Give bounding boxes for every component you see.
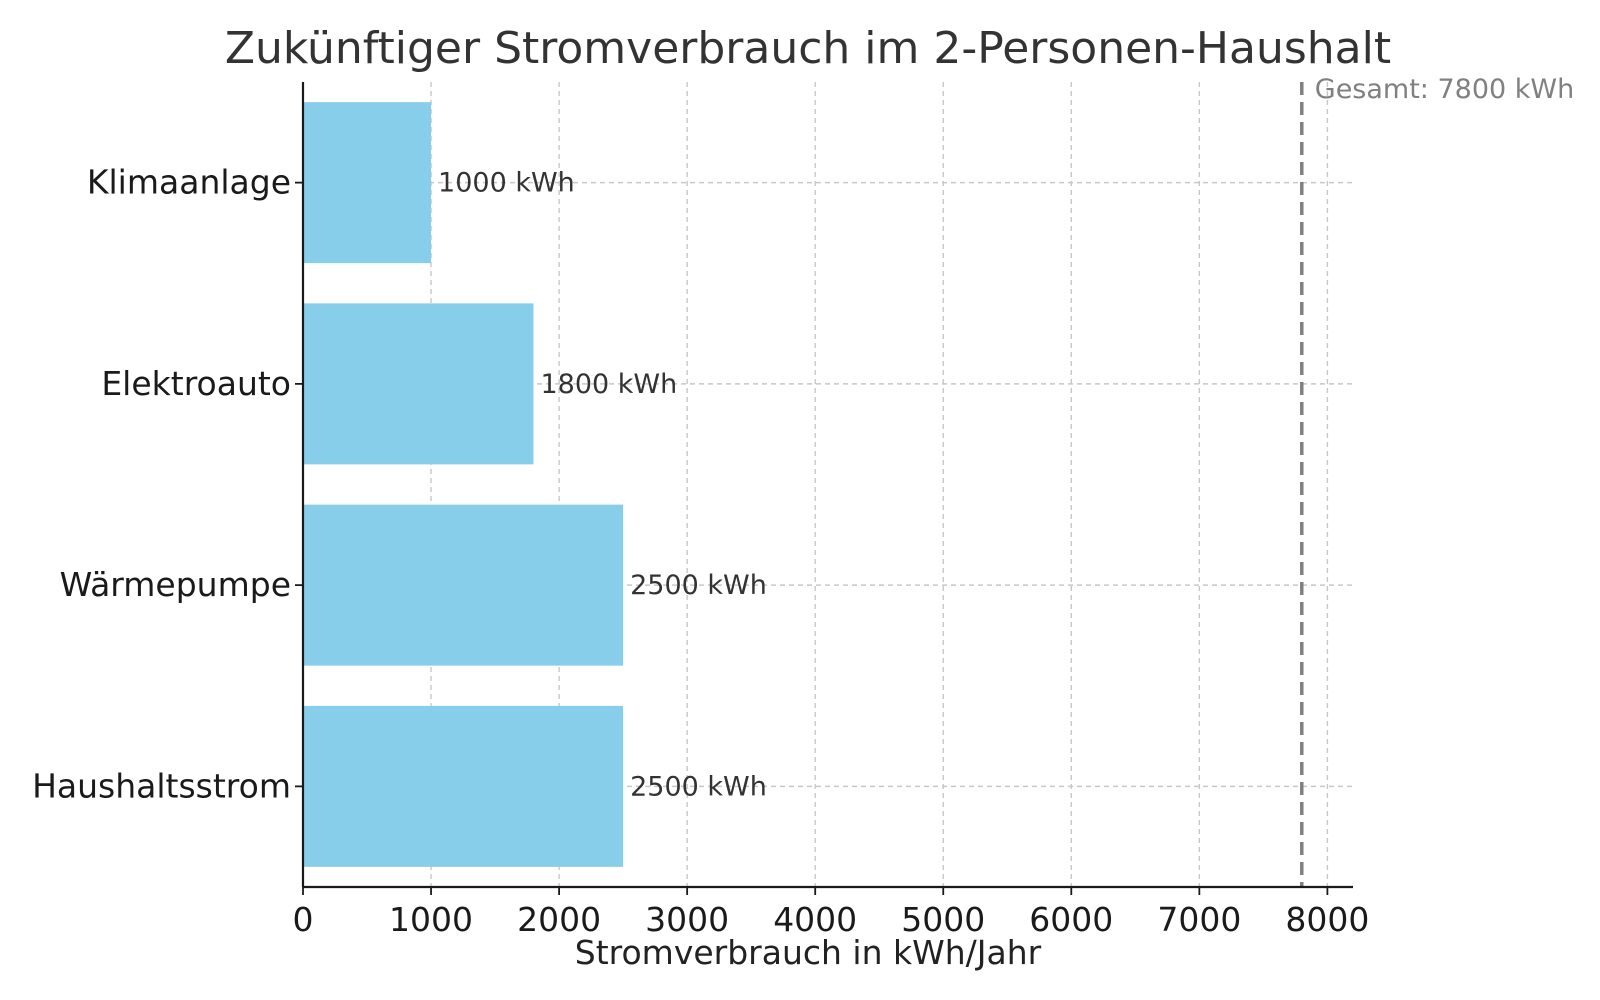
x-tick-label: 2000 <box>517 900 601 939</box>
x-tick-label: 6000 <box>1029 900 1113 939</box>
x-tick-label: 4000 <box>773 900 857 939</box>
bar <box>303 303 534 465</box>
x-tick-label: 5000 <box>901 900 985 939</box>
labels-layer: 0 1000 2000 3000 4000 5000 6000 7000 8000 Haushal… <box>32 163 1369 939</box>
x-tick-label: 8000 <box>1285 900 1369 939</box>
value-label: 1800 kWh <box>540 369 677 400</box>
x-tick-label: 0 <box>293 900 314 939</box>
x-tick-label: 7000 <box>1157 900 1241 939</box>
bar <box>303 504 624 666</box>
x-tick-label: 1000 <box>389 900 473 939</box>
reference-line-label: Gesamt: 7800 kWh <box>1315 74 1574 105</box>
reference-layer: Gesamt: 7800 kWh <box>1300 74 1574 887</box>
category-label: Elektroauto <box>101 364 291 403</box>
chart-title: Zukünftiger Stromverbrauch im 2-Personen… <box>225 23 1391 74</box>
grid-layer <box>303 82 1353 887</box>
value-label: 2500 kWh <box>630 570 767 601</box>
x-axis-label: Stromverbrauch in kWh/Jahr <box>575 933 1042 972</box>
value-label: 2500 kWh <box>630 771 767 802</box>
category-label: Wärmepumpe <box>60 565 291 604</box>
bar <box>303 705 624 867</box>
category-label: Klimaanlage <box>87 163 291 202</box>
x-tick-label: 3000 <box>645 900 729 939</box>
bar <box>303 102 432 264</box>
bars-layer <box>303 102 624 867</box>
category-label: Haushaltsstrom <box>32 766 291 805</box>
axes-layer <box>295 82 1353 895</box>
value-label: 1000 kWh <box>438 168 575 199</box>
